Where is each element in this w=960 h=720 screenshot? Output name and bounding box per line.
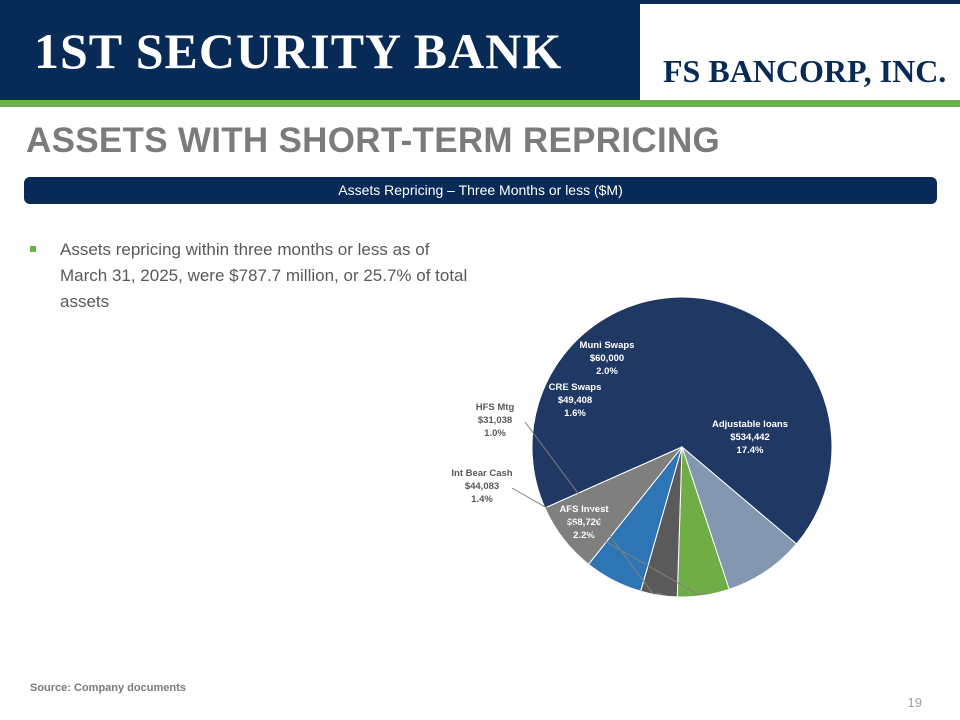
pie-value-cre-swaps: $49,408 xyxy=(558,395,592,406)
pie-pct-afs-invest: 2.2% xyxy=(573,530,595,541)
pie-slice-afs-invest xyxy=(680,445,798,591)
page-number: 19 xyxy=(907,695,922,710)
pie-chart: Adjustable loans $534,442 17.4% AFS Invest $… xyxy=(451,296,833,598)
pie-value-muni-swaps: $60,000 xyxy=(590,353,624,364)
chart-subheader: Assets Repricing – Three Months or less … xyxy=(24,177,937,204)
bullet-point: Assets repricing within three months or … xyxy=(30,237,470,315)
pie-label-int-bear-cash: Int Bear Cash xyxy=(451,468,512,479)
header-right-panel xyxy=(640,0,960,100)
header-banner xyxy=(0,0,640,100)
pie-label-cre-swaps: CRE Swaps xyxy=(549,382,602,393)
leader-line-int-bear-cash xyxy=(511,487,708,595)
fs-bancorp-logo: FS BANCORP, INC. xyxy=(663,53,947,89)
pie-value-adjustable-loans: $534,442 xyxy=(730,432,770,443)
pie-slice-adjustable-loans xyxy=(531,296,833,545)
first-security-bank-logo: 1ST SECURITY BANK xyxy=(34,23,563,79)
pie-pct-adjustable-loans: 17.4% xyxy=(737,445,764,456)
pie-value-afs-invest: $68,726 xyxy=(567,517,601,528)
pie-label-muni-swaps: Muni Swaps xyxy=(580,340,635,351)
header-right-accent xyxy=(640,0,960,4)
page-title: ASSETS WITH SHORT-TERM REPRICING xyxy=(26,121,721,160)
pie-pct-muni-swaps: 2.0% xyxy=(596,366,618,377)
bullet-square-icon xyxy=(30,246,36,252)
pie-label-afs-invest: AFS Invest xyxy=(559,504,609,515)
pie-pct-hfs-mtg: 1.0% xyxy=(484,428,506,439)
pie-slice-muni-swaps xyxy=(544,446,683,565)
pie-value-hfs-mtg: $31,038 xyxy=(478,415,512,426)
source-note: Source: Company documents xyxy=(30,682,186,694)
pie-value-int-bear-cash: $44,083 xyxy=(465,481,499,492)
bullet-text: Assets repricing within three months or … xyxy=(60,240,468,311)
leader-line-hfs-mtg xyxy=(524,421,664,595)
header-divider xyxy=(0,100,960,107)
pie-label-hfs-mtg: HFS Mtg xyxy=(476,402,515,413)
pie-label-adjustable-loans: Adjustable loans xyxy=(712,419,788,430)
pie-pct-cre-swaps: 1.6% xyxy=(564,408,586,419)
pie-pct-int-bear-cash: 1.4% xyxy=(471,494,493,505)
